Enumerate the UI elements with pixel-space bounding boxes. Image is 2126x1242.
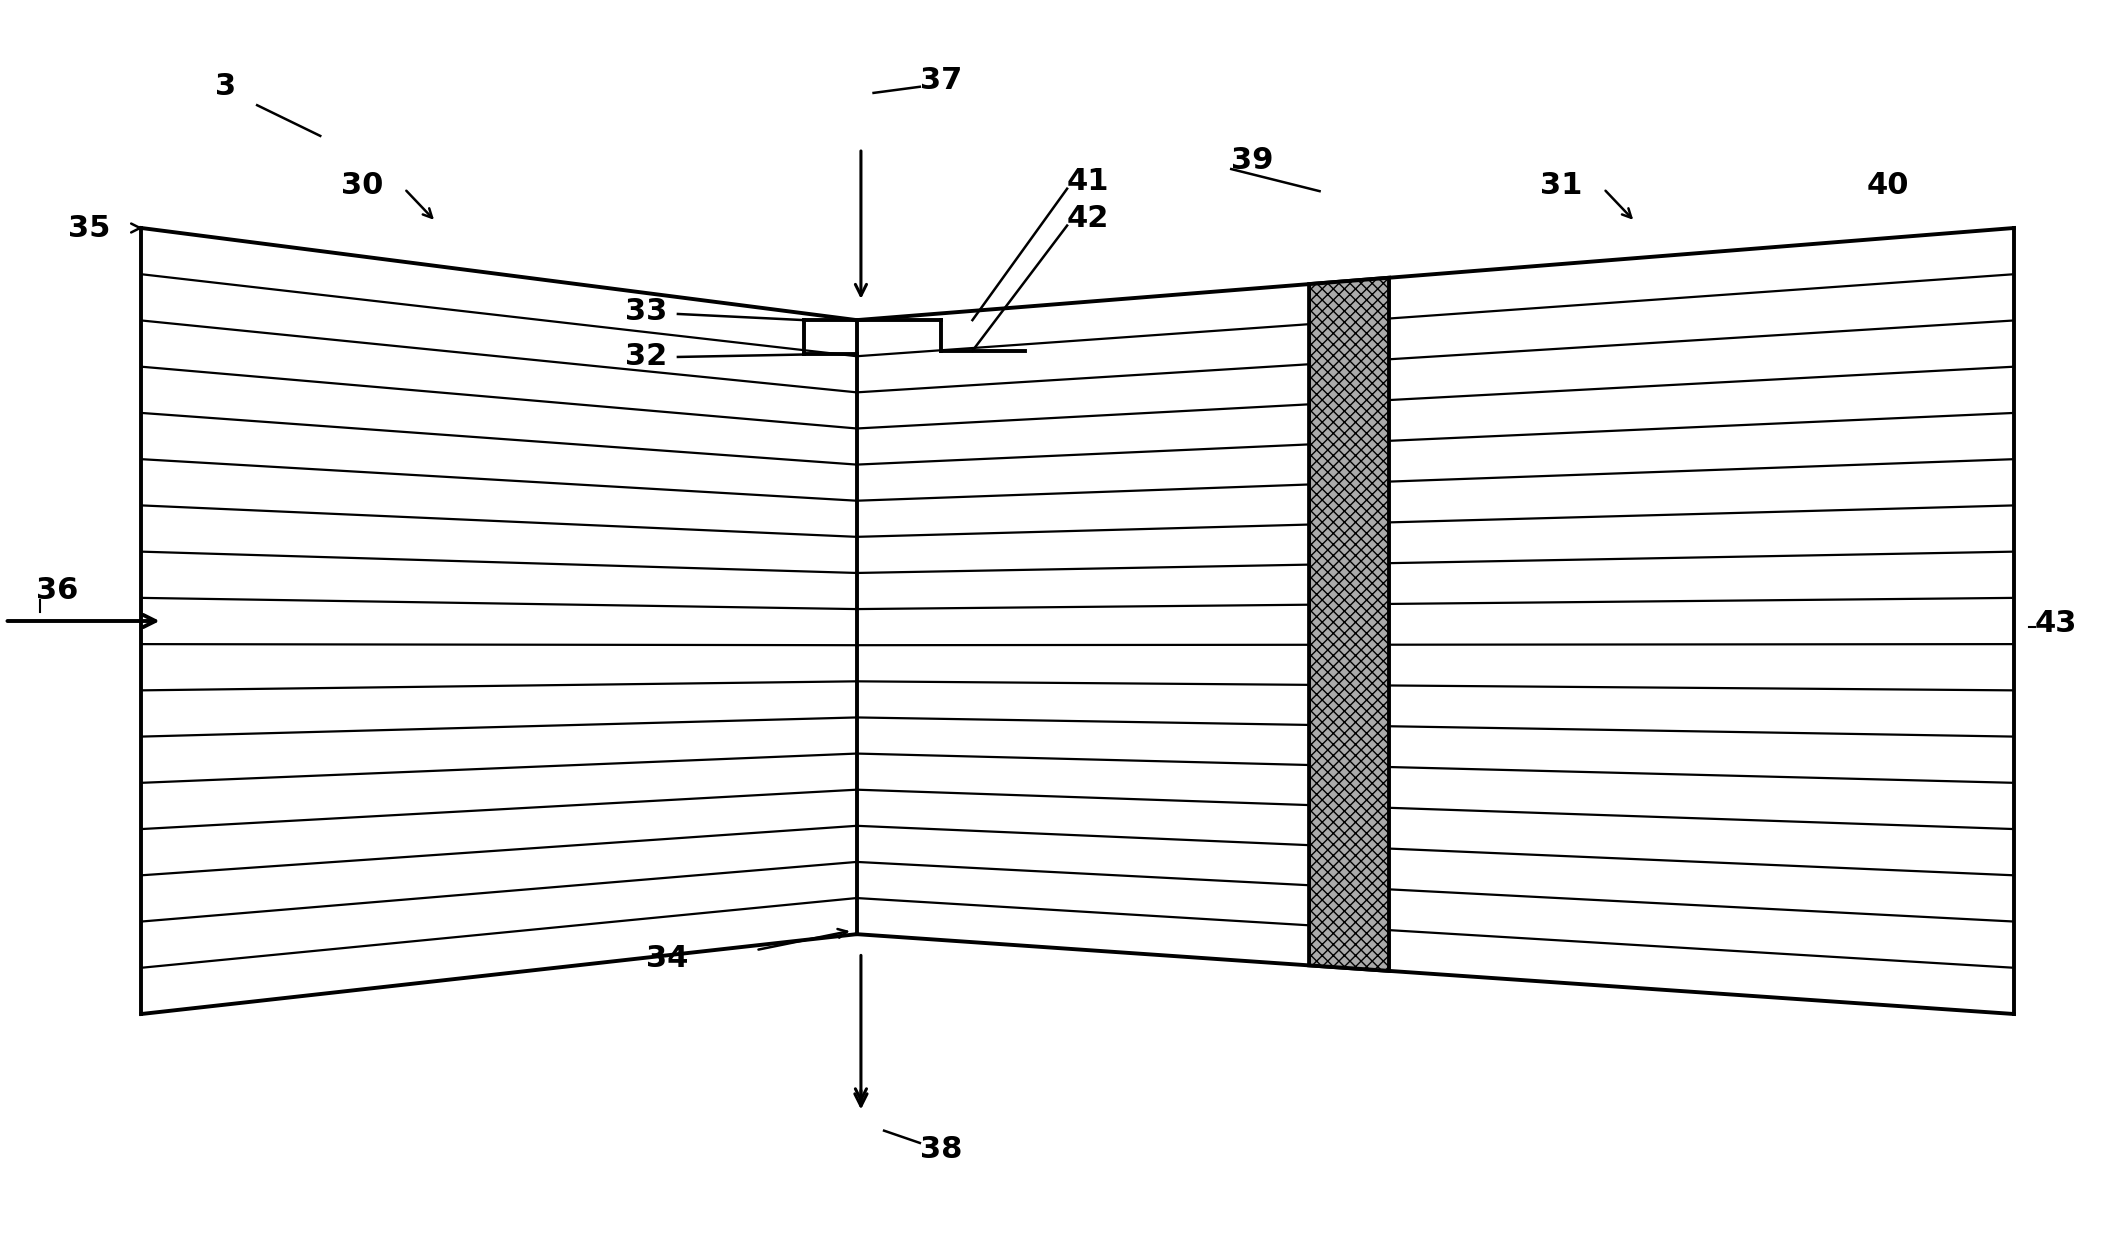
Text: 31: 31 (1541, 170, 1584, 200)
Text: 33: 33 (625, 297, 668, 325)
Text: 34: 34 (646, 944, 689, 974)
Text: 37: 37 (921, 66, 963, 96)
Text: 38: 38 (921, 1135, 963, 1164)
Text: 39: 39 (1231, 147, 1273, 175)
Text: 36: 36 (36, 576, 79, 605)
Polygon shape (1310, 278, 1388, 971)
Text: 32: 32 (625, 343, 668, 371)
Text: 3: 3 (215, 72, 236, 102)
Text: 30: 30 (342, 170, 383, 200)
Text: 43: 43 (2035, 609, 2077, 638)
Text: 42: 42 (1067, 204, 1110, 232)
Text: 40: 40 (1867, 170, 1909, 200)
Text: 35: 35 (68, 214, 111, 242)
Text: 41: 41 (1067, 166, 1110, 196)
